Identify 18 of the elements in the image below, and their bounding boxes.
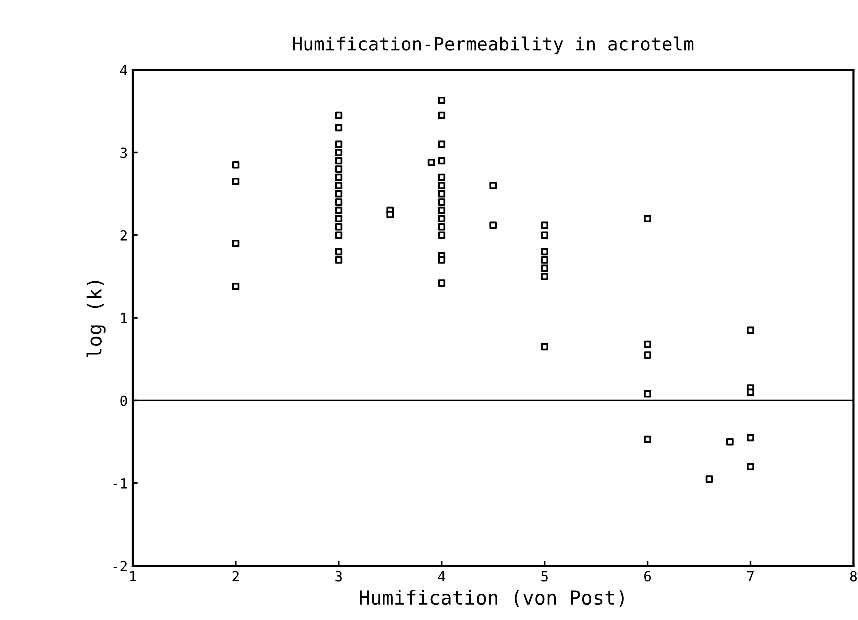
x-tick-label: 5 (542, 571, 548, 582)
y-tick-label: -1 (114, 478, 128, 489)
y-tick-label: 1 (121, 313, 128, 324)
x-tick-label: 1 (130, 571, 136, 582)
x-tick-label: 7 (748, 571, 754, 582)
x-tick-label: 4 (438, 571, 446, 582)
y-tick-label: 2 (120, 230, 127, 241)
y-tick-label: -2 (114, 561, 127, 572)
y-tick-label: 3 (120, 148, 128, 158)
x-tick-label: 6 (644, 571, 652, 582)
x-tick-label: 8 (850, 571, 858, 582)
x-tick-label: 2 (232, 571, 239, 582)
x-axis-title: Humification (von Post) (360, 590, 624, 608)
y-tick-label: 0 (120, 396, 128, 406)
chart-title: Humification-Permeability in acrotelm (293, 36, 694, 54)
x-tick-label: 3 (336, 571, 342, 582)
y-tick-label: 4 (120, 65, 128, 76)
y-axis-title: log (k) (86, 281, 106, 358)
